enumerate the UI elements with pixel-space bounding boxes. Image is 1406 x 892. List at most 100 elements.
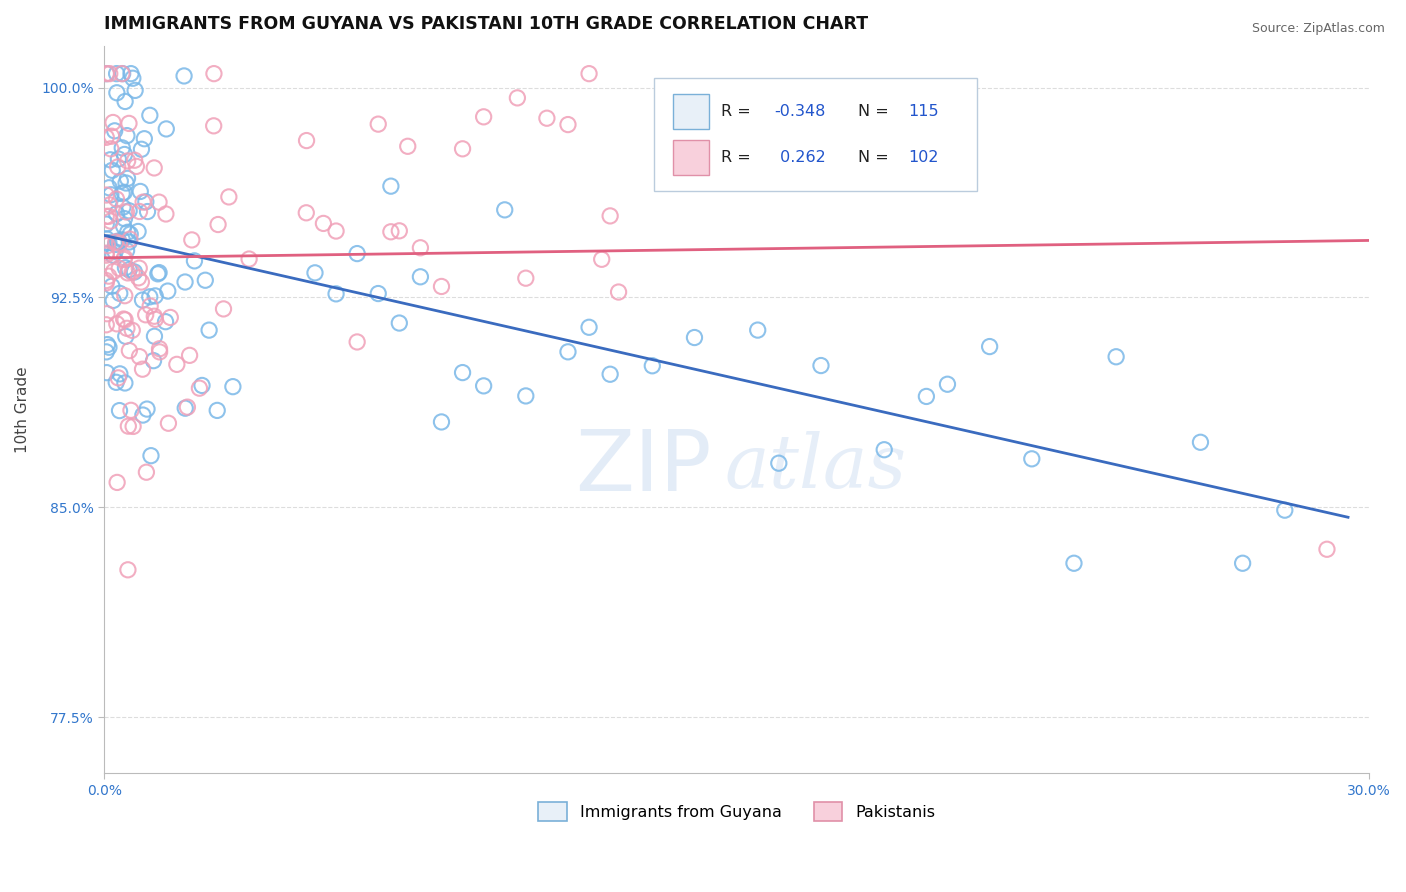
Point <box>218 190 240 204</box>
Point <box>166 357 188 371</box>
Point <box>100 129 122 144</box>
Point <box>367 286 389 301</box>
Point <box>599 209 621 223</box>
Point <box>138 290 160 304</box>
Point <box>96 337 118 351</box>
Point <box>107 152 129 166</box>
Point <box>112 186 135 200</box>
Point <box>103 264 125 278</box>
Point <box>118 343 141 358</box>
Point <box>108 235 131 249</box>
Point <box>451 366 474 380</box>
Point <box>430 279 453 293</box>
Point <box>104 237 127 252</box>
Point <box>120 67 142 81</box>
Point <box>96 67 118 81</box>
Point <box>96 238 118 252</box>
Point <box>100 142 122 156</box>
Point <box>108 367 131 381</box>
Text: N =: N = <box>858 150 889 165</box>
Point <box>117 153 139 168</box>
Point <box>128 350 150 364</box>
Point <box>111 67 134 81</box>
Point <box>124 83 146 97</box>
Point <box>1316 542 1339 557</box>
Point <box>108 403 131 417</box>
Point <box>104 124 127 138</box>
Point <box>683 330 706 344</box>
Text: 115: 115 <box>908 104 939 120</box>
Point <box>222 379 245 393</box>
Point <box>641 359 664 373</box>
Point <box>295 134 318 148</box>
Point <box>112 252 135 267</box>
Legend: Immigrants from Guyana, Pakistanis: Immigrants from Guyana, Pakistanis <box>531 796 942 827</box>
Point <box>430 415 453 429</box>
Point <box>388 316 411 330</box>
Point <box>117 419 139 434</box>
Point <box>472 379 495 393</box>
Point <box>578 320 600 334</box>
Point <box>238 252 260 266</box>
Point <box>304 266 326 280</box>
Point <box>118 262 141 277</box>
Point <box>96 366 118 380</box>
Point <box>156 284 179 298</box>
Point <box>979 340 1001 354</box>
Point <box>96 307 118 321</box>
Point <box>312 216 335 230</box>
Point <box>121 265 143 279</box>
Point <box>515 271 537 285</box>
Point <box>96 210 118 224</box>
Point <box>120 227 142 241</box>
Text: -0.348: -0.348 <box>775 104 825 120</box>
Point <box>105 317 128 331</box>
Point <box>915 389 938 403</box>
Point <box>599 368 621 382</box>
Point <box>107 160 129 174</box>
Point <box>127 270 149 285</box>
Point <box>132 408 155 422</box>
Point <box>506 91 529 105</box>
Point <box>96 130 118 145</box>
Point <box>114 211 136 226</box>
Point <box>135 194 157 209</box>
Point <box>114 95 136 109</box>
Point <box>132 195 155 210</box>
Point <box>143 329 166 343</box>
Point <box>96 344 118 359</box>
Point <box>212 301 235 316</box>
Point <box>148 195 170 210</box>
Point <box>191 378 214 392</box>
Point <box>325 286 347 301</box>
Point <box>114 289 136 303</box>
Point <box>155 207 177 221</box>
Point <box>127 225 149 239</box>
Point <box>105 207 128 221</box>
Point <box>111 233 134 247</box>
Point <box>96 232 118 246</box>
Text: R =: R = <box>721 104 751 120</box>
Point <box>120 403 142 417</box>
Point <box>128 204 150 219</box>
Point <box>117 225 139 239</box>
Point <box>148 266 170 280</box>
Point <box>873 442 896 457</box>
Text: IMMIGRANTS FROM GUYANA VS PAKISTANI 10TH GRADE CORRELATION CHART: IMMIGRANTS FROM GUYANA VS PAKISTANI 10TH… <box>104 15 869 33</box>
Point <box>1021 451 1043 466</box>
Point <box>111 186 134 201</box>
Point <box>346 334 368 349</box>
Point <box>143 161 166 175</box>
Point <box>117 171 139 186</box>
Point <box>96 318 118 332</box>
Point <box>97 209 120 223</box>
Point <box>557 344 579 359</box>
Point <box>105 235 128 249</box>
Point <box>367 117 389 131</box>
Point <box>198 323 221 337</box>
Point <box>143 310 166 324</box>
Point <box>207 218 229 232</box>
Point <box>114 376 136 390</box>
Point <box>108 236 131 251</box>
Point <box>115 205 138 219</box>
